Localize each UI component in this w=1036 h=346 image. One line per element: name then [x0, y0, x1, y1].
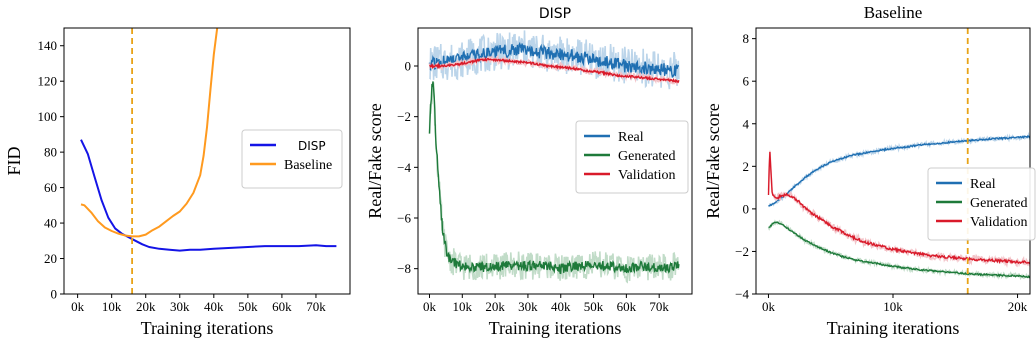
axes-frame [417, 27, 693, 295]
x-tick-label: 30k [170, 299, 190, 314]
y-tick-label: 6 [743, 74, 750, 89]
y-tick-label: 0 [743, 201, 750, 216]
legend-label-validation: Validation [618, 168, 676, 183]
legend: DISP Baseline [241, 129, 343, 189]
y-tick-label: 8 [743, 31, 750, 46]
legend-label-generated: Generated [618, 149, 676, 164]
plot-area [767, 131, 1030, 281]
series-line-disp [80, 139, 337, 252]
x-axis-label: Training iterations [827, 318, 960, 338]
chart-panel-1: 0k 10k 20k 30k 40k 50k 60k 70k 0 20 40 60 80 100 120 14… [4, 27, 351, 338]
y-tick-label: 0 [405, 59, 412, 74]
y-axis-label: Real/Fake score [703, 103, 723, 218]
y-tick-label: 0 [51, 287, 58, 302]
x-tick-label: 0k [71, 299, 85, 314]
y-tick-label: −2 [397, 109, 411, 124]
x-tick-label: 20k [1008, 299, 1028, 314]
y-tick-label: 2 [743, 159, 750, 174]
x-axis-label: Training iterations [141, 318, 274, 338]
series-band-validation [428, 54, 680, 86]
legend-label-real: Real [970, 177, 996, 192]
legend-label-baseline: Baseline [284, 158, 332, 173]
x-tick-label: 0k [423, 299, 437, 314]
y-axis-label: Real/Fake score [365, 103, 385, 218]
x-tick-label: 40k [551, 299, 571, 314]
series-line-baseline [80, 28, 219, 238]
x-tick-label: 20k [485, 299, 505, 314]
y-tick-label: 40 [44, 216, 57, 231]
plot-area [428, 30, 680, 284]
x-tick-label: 30k [518, 299, 538, 314]
y-tick-label: −6 [397, 211, 411, 226]
x-tick-label: 0k [762, 299, 776, 314]
y-tick-label: 140 [38, 38, 58, 53]
x-tick-label: 20k [136, 299, 156, 314]
x-tick-label: 10k [883, 299, 903, 314]
legend-label-disp: DISP [298, 139, 326, 153]
chart-panel-3: 0k 10k 20k 8 6 4 2 0 −2 −4 Training iterations Real… [703, 3, 1036, 338]
y-tick-label: 20 [44, 251, 57, 266]
x-tick-label: 10k [102, 299, 122, 314]
x-tick-label: 60k [617, 299, 637, 314]
plot-area [80, 28, 337, 252]
series-line-validation [767, 151, 1030, 265]
y-tick-label: 100 [38, 109, 58, 124]
x-axis-label: Training iterations [489, 318, 622, 338]
x-tick-label: 70k [306, 299, 326, 314]
chart-panel-2: 0k 10k 20k 30k 40k 50k 60k 70k 0 −2 −4 −6 −8 Training… [365, 6, 693, 338]
y-tick-label: 60 [44, 180, 57, 195]
y-axis-label: FID [4, 146, 24, 175]
y-tick-label: −4 [735, 287, 749, 302]
legend: Real Generated Validation [927, 167, 1036, 241]
axes-frame [755, 27, 1031, 295]
series-line-generated [768, 221, 1030, 279]
series-line-real [768, 135, 1030, 207]
axes-frame [63, 27, 351, 295]
x-tick-label: 70k [649, 299, 669, 314]
y-tick-label: −4 [397, 160, 411, 175]
x-tick-label: 50k [584, 299, 604, 314]
y-tick-label: 120 [38, 74, 58, 89]
chart-title: Baseline [864, 3, 923, 22]
legend-label-generated: Generated [970, 196, 1028, 211]
series-line-real [428, 41, 680, 78]
x-tick-label: 40k [204, 299, 224, 314]
y-tick-label: −2 [735, 244, 749, 259]
legend-label-validation: Validation [970, 215, 1028, 230]
chart-title: DISP [539, 6, 571, 22]
y-tick-label: 80 [44, 145, 57, 160]
series-line-validation [429, 56, 680, 84]
y-tick-label: −8 [397, 261, 411, 276]
legend: Real Generated Validation [575, 120, 689, 194]
y-tick-label: 4 [743, 116, 750, 131]
x-tick-label: 10k [453, 299, 473, 314]
x-tick-label: 50k [238, 299, 258, 314]
series-line-generated [428, 81, 680, 275]
legend-label-real: Real [618, 130, 644, 145]
x-tick-label: 60k [272, 299, 292, 314]
